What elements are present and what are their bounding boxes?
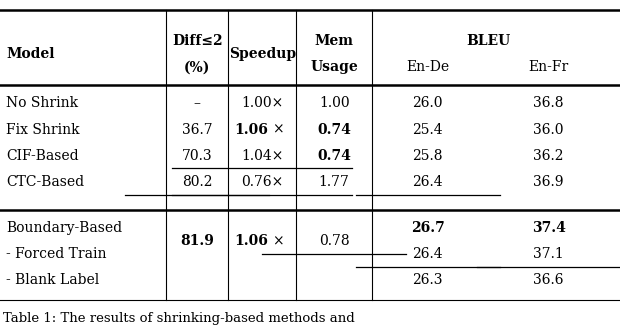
Text: 1.77: 1.77 [319, 175, 350, 189]
Text: 25.8: 25.8 [412, 149, 443, 163]
Text: 36.7: 36.7 [182, 123, 213, 136]
Text: Table 1: The results of shrinking-based methods and: Table 1: The results of shrinking-based … [3, 312, 355, 325]
Text: 70.3: 70.3 [182, 149, 213, 163]
Text: 1.06: 1.06 [234, 123, 268, 136]
Text: - Blank Label: - Blank Label [6, 274, 99, 287]
Text: ×: × [272, 234, 283, 248]
Text: 1.04×: 1.04× [241, 149, 283, 163]
Text: CTC-Based: CTC-Based [6, 175, 84, 189]
Text: No Shrink: No Shrink [6, 96, 78, 110]
Text: 0.74: 0.74 [317, 149, 351, 163]
Text: En-De: En-De [406, 60, 450, 74]
Text: 0.74: 0.74 [317, 123, 351, 136]
Text: CIF-Based: CIF-Based [6, 149, 79, 163]
Text: (%): (%) [184, 60, 210, 74]
Text: 26.4: 26.4 [412, 175, 443, 189]
Text: Diff≤2: Diff≤2 [172, 34, 223, 48]
Text: 37.4: 37.4 [532, 221, 565, 235]
Text: 26.4: 26.4 [412, 247, 443, 261]
Text: BLEU: BLEU [466, 34, 510, 48]
Text: - Forced Train: - Forced Train [6, 247, 107, 261]
Text: Speedup: Speedup [229, 47, 296, 61]
Text: 81.9: 81.9 [180, 234, 214, 248]
Text: 1.06: 1.06 [234, 234, 268, 248]
Text: 26.0: 26.0 [412, 96, 443, 110]
Text: 25.4: 25.4 [412, 123, 443, 136]
Text: En-Fr: En-Fr [529, 60, 569, 74]
Text: Usage: Usage [310, 60, 358, 74]
Text: 26.3: 26.3 [412, 274, 443, 287]
Text: Mem: Mem [315, 34, 353, 48]
Text: 36.0: 36.0 [533, 123, 564, 136]
Text: 26.7: 26.7 [411, 221, 445, 235]
Text: Boundary-Based: Boundary-Based [6, 221, 122, 235]
Text: 80.2: 80.2 [182, 175, 213, 189]
Text: 36.8: 36.8 [533, 96, 564, 110]
Text: 36.9: 36.9 [533, 175, 564, 189]
Text: 0.78: 0.78 [319, 234, 350, 248]
Text: 0.76×: 0.76× [241, 175, 283, 189]
Text: –: – [193, 96, 201, 110]
Text: 1.00: 1.00 [319, 96, 350, 110]
Text: 36.6: 36.6 [533, 274, 564, 287]
Text: Model: Model [6, 47, 55, 61]
Text: 37.1: 37.1 [533, 247, 564, 261]
Text: Fix Shrink: Fix Shrink [6, 123, 80, 136]
Text: ×: × [272, 123, 283, 136]
Text: 1.00×: 1.00× [241, 96, 283, 110]
Text: 36.2: 36.2 [533, 149, 564, 163]
